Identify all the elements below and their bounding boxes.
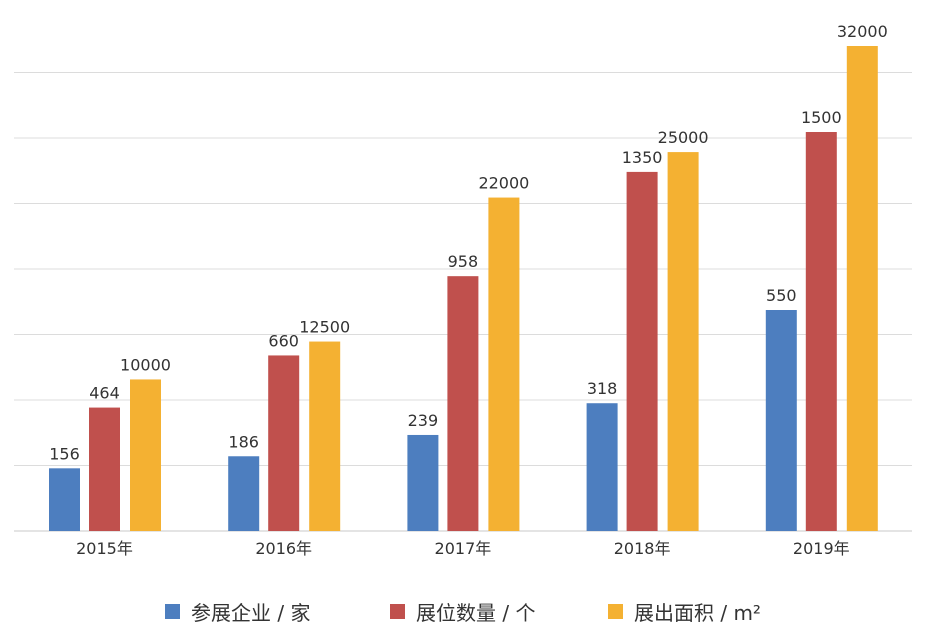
- data-label: 1500: [801, 108, 842, 127]
- legend-item-area[interactable]: 展出面积 / m²: [608, 597, 761, 626]
- data-label: 12500: [299, 318, 350, 337]
- data-label: 32000: [837, 22, 888, 41]
- data-label: 10000: [120, 355, 171, 374]
- data-label: 318: [587, 379, 618, 398]
- bar-2018年-series-2[interactable]: [626, 171, 658, 531]
- bar-2016年-series-3[interactable]: [309, 341, 341, 531]
- bar-2016年-series-2[interactable]: [268, 355, 300, 531]
- x-tick-label: 2015年: [76, 539, 133, 558]
- legend-label-booths: 展位数量 / 个: [416, 601, 536, 625]
- bar-2017年-series-3[interactable]: [488, 197, 520, 531]
- bar-2019年-series-3[interactable]: [846, 46, 878, 531]
- legend-item-booths[interactable]: 展位数量 / 个: [390, 597, 535, 626]
- bar-2018年-series-3[interactable]: [667, 152, 699, 531]
- x-tick-label: 2018年: [614, 539, 671, 558]
- legend-swatch-exhibitors: [165, 604, 180, 619]
- data-label: 25000: [658, 128, 709, 147]
- data-label: 958: [448, 252, 479, 271]
- legend: 参展企业 / 家 展位数量 / 个 展出面积 / m²: [0, 597, 940, 633]
- legend-label-exhibitors: 参展企业 / 家: [191, 601, 311, 625]
- bar-2017年-series-2[interactable]: [447, 276, 479, 531]
- data-label: 156: [49, 444, 80, 463]
- x-tick-label: 2019年: [793, 539, 850, 558]
- data-label: 186: [228, 432, 259, 451]
- legend-item-exhibitors[interactable]: 参展企业 / 家: [165, 597, 310, 626]
- bar-2019年-series-2[interactable]: [805, 132, 837, 531]
- bar-2015年-series-2[interactable]: [89, 407, 120, 531]
- bar-2017年-series-1[interactable]: [407, 434, 439, 531]
- data-label: 550: [766, 286, 797, 305]
- legend-swatch-area: [608, 604, 623, 619]
- data-label: 1350: [622, 148, 663, 167]
- bar-2015年-series-3[interactable]: [130, 379, 161, 531]
- bar-2018年-series-1[interactable]: [586, 403, 618, 531]
- legend-label-area: 展出面积 / m²: [634, 601, 761, 625]
- bars: [49, 46, 878, 531]
- legend-swatch-booths: [390, 604, 405, 619]
- bar-2015年-series-1[interactable]: [49, 468, 80, 531]
- data-label: 660: [268, 331, 299, 350]
- bar-2016年-series-1[interactable]: [228, 456, 260, 531]
- x-tick-label: 2017年: [435, 539, 492, 558]
- data-label: 239: [408, 411, 439, 430]
- x-tick-labels: 2015年 2016年 2017年 2018年 2019年: [76, 539, 850, 558]
- x-tick-label: 2016年: [255, 539, 312, 558]
- data-label: 22000: [478, 174, 529, 193]
- bar-2019年-series-1[interactable]: [765, 310, 797, 531]
- data-label: 464: [89, 384, 120, 403]
